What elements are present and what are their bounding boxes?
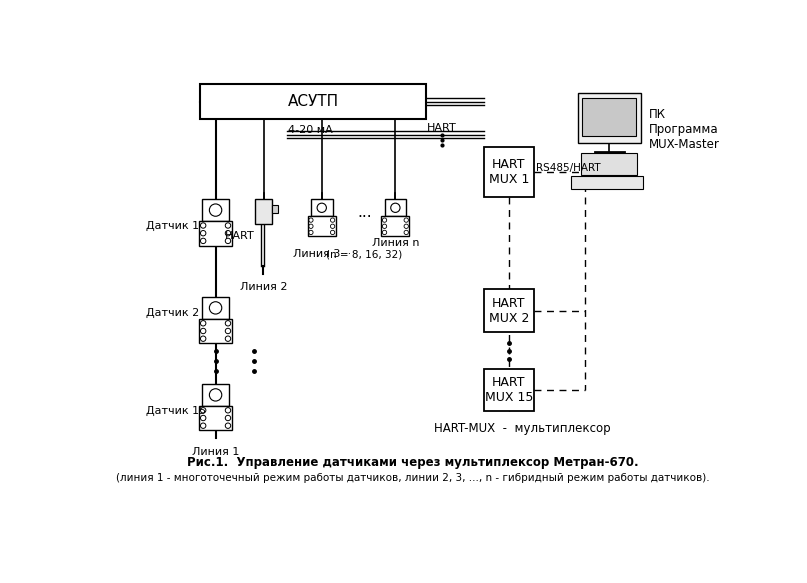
Bar [483, 147, 534, 197]
Bar [203, 384, 228, 406]
Bar [582, 98, 637, 136]
Text: ПК
Программа
MUX-Master: ПК Программа MUX-Master [649, 108, 720, 152]
Text: АСУТП: АСУТП [287, 94, 339, 109]
Bar [311, 199, 332, 216]
Text: Линия 1: Линия 1 [192, 447, 239, 457]
Bar [200, 84, 426, 120]
Text: HART
MUX 15: HART MUX 15 [485, 376, 533, 404]
Text: HART
MUX 1: HART MUX 1 [489, 158, 529, 186]
Bar [199, 406, 232, 430]
Text: HART: HART [427, 123, 457, 133]
Text: Линия 3···: Линия 3··· [293, 250, 351, 259]
Text: HART: HART [225, 230, 255, 241]
Text: Линия 2: Линия 2 [240, 283, 287, 293]
Bar [307, 216, 336, 236]
Bar [581, 153, 638, 175]
Text: Датчик 2: Датчик 2 [146, 307, 199, 318]
Text: Датчик 1: Датчик 1 [146, 222, 199, 231]
Bar [382, 216, 409, 236]
Text: (линия 1 - многоточечный режим работы датчиков, линии 2, 3, ..., n - гибридный р: (линия 1 - многоточечный режим работы да… [116, 473, 710, 483]
Text: HART-MUX  -  мультиплексор: HART-MUX - мультиплексор [434, 422, 611, 434]
Bar [272, 205, 278, 213]
Text: HART
MUX 2: HART MUX 2 [489, 297, 529, 325]
Text: (n = 8, 16, 32): (n = 8, 16, 32) [326, 250, 403, 259]
Bar [203, 199, 228, 221]
Bar [571, 176, 642, 188]
Text: Линия n: Линия n [372, 238, 419, 248]
Bar [199, 221, 232, 245]
Text: RS485/HART: RS485/HART [537, 163, 601, 173]
Bar [199, 319, 232, 343]
Bar [483, 368, 534, 411]
Text: Рис.1.  Управление датчиками через мультиплексор Метран-670.: Рис.1. Управление датчиками через мульти… [187, 456, 639, 469]
Bar [203, 297, 228, 319]
Bar [255, 199, 272, 224]
Text: Датчик 15: Датчик 15 [146, 406, 206, 416]
Bar [578, 93, 641, 143]
Text: 4-20 мА: 4-20 мА [288, 125, 332, 135]
Bar [384, 199, 406, 216]
Bar [483, 289, 534, 332]
Text: ...: ... [357, 205, 372, 220]
